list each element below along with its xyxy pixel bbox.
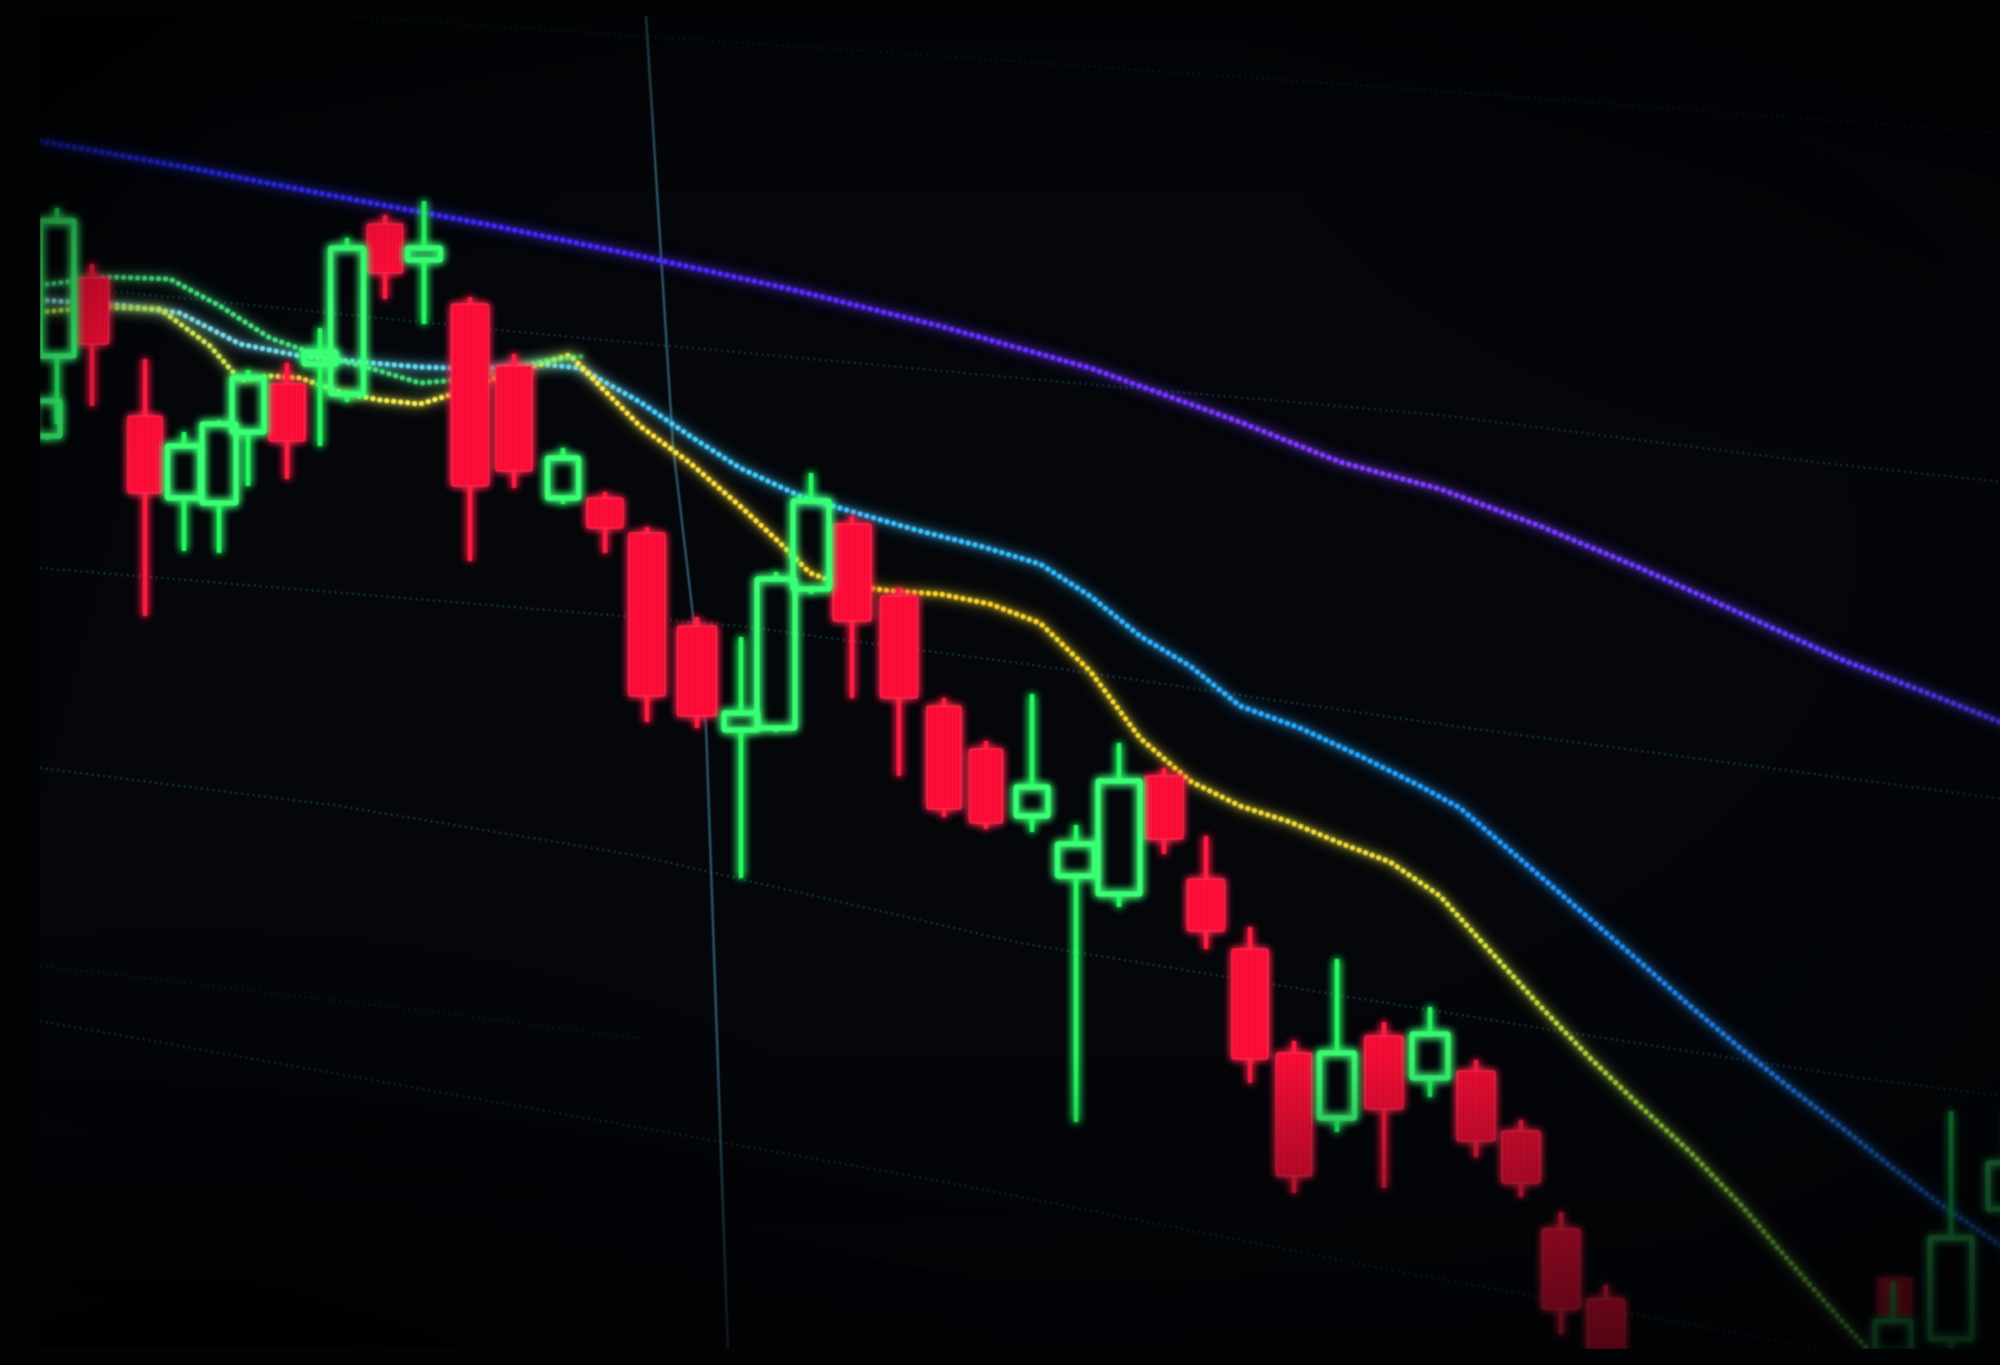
bear-candle (969, 741, 1003, 829)
grid-top (341, 16, 2000, 135)
candle-body (1927, 1235, 1975, 1342)
bear-candle (367, 215, 403, 299)
bear-candle (1187, 836, 1225, 949)
candle-body (832, 523, 872, 622)
bear-candle (880, 588, 918, 776)
candle-body (721, 710, 761, 733)
bull-candle (754, 572, 798, 732)
candle-body (586, 497, 624, 529)
candle-body (367, 223, 403, 274)
bull-candle (1409, 1007, 1451, 1097)
bear-candle (75, 264, 109, 406)
candle-body (451, 303, 489, 487)
candle-body (327, 245, 367, 397)
bear-candle (1542, 1212, 1580, 1334)
bear-candle (1231, 927, 1269, 1083)
gridlines (40, 16, 2000, 1349)
candle-body (677, 625, 717, 717)
bull-candle (1316, 959, 1358, 1132)
bear-candle (1501, 1120, 1541, 1197)
candle-body (404, 245, 444, 263)
candle-body (969, 748, 1003, 824)
bull-candle (327, 238, 367, 402)
candle-body (1054, 841, 1098, 879)
candle-body (754, 576, 798, 731)
candle-body (199, 421, 239, 506)
bear-candle (1456, 1060, 1496, 1157)
bear-candle (832, 516, 872, 698)
bull-candles (40, 201, 2000, 1349)
grid-4-faint (40, 964, 641, 1040)
candle-body (268, 383, 306, 442)
candle-body (1013, 784, 1051, 819)
bull-candle (1927, 1111, 1975, 1349)
candle-body (1542, 1228, 1580, 1310)
bear-candle (495, 354, 533, 488)
bull-candle (1013, 694, 1051, 832)
trading-chart-photo (40, 16, 2000, 1349)
candle-body (1501, 1130, 1541, 1184)
candle-body (628, 532, 666, 697)
candle-body (75, 277, 109, 345)
candle-body (926, 705, 962, 810)
bull-candle (1054, 825, 1098, 1122)
candle-body (164, 443, 204, 501)
candle-body (1316, 1050, 1358, 1121)
bear-candle (677, 617, 717, 728)
candle-body (127, 415, 163, 494)
ma-line-halo (40, 301, 1875, 1349)
bull-candle (1095, 743, 1143, 907)
bear-candle (451, 297, 489, 561)
candle-body (1872, 1318, 1914, 1349)
moving-averages (40, 135, 2000, 1349)
bull-candle (721, 637, 761, 878)
bear-candle (1276, 1041, 1312, 1193)
candlestick-chart-canvas (40, 16, 2000, 1349)
ma-line-yellow (40, 304, 1871, 1349)
ma-line-halo (40, 135, 2000, 728)
bull-candle (164, 432, 204, 551)
candle-body (1144, 775, 1184, 840)
candle-body (1095, 778, 1143, 897)
bear-candle (1587, 1285, 1625, 1349)
candle-body (1456, 1070, 1496, 1142)
candle-body (544, 455, 582, 501)
bear-candle (926, 698, 962, 817)
bear-candle (1364, 1022, 1404, 1188)
candle-body (1187, 878, 1225, 932)
ma-line-purple (40, 138, 2000, 725)
candle-body (1364, 1035, 1404, 1110)
candle-body (1985, 1160, 2000, 1212)
candle-body (1587, 1298, 1625, 1349)
candle-body (880, 595, 918, 699)
candle-body (1231, 948, 1269, 1060)
candle-body (1409, 1031, 1451, 1081)
bull-candle (199, 420, 239, 553)
bear-candle (628, 527, 666, 722)
candle-body (1276, 1052, 1312, 1177)
bull-candle (544, 448, 582, 504)
bear-candles (75, 215, 1913, 1349)
bear-candle (1144, 768, 1184, 854)
candle-body (495, 365, 533, 472)
bear-candle (586, 492, 624, 553)
